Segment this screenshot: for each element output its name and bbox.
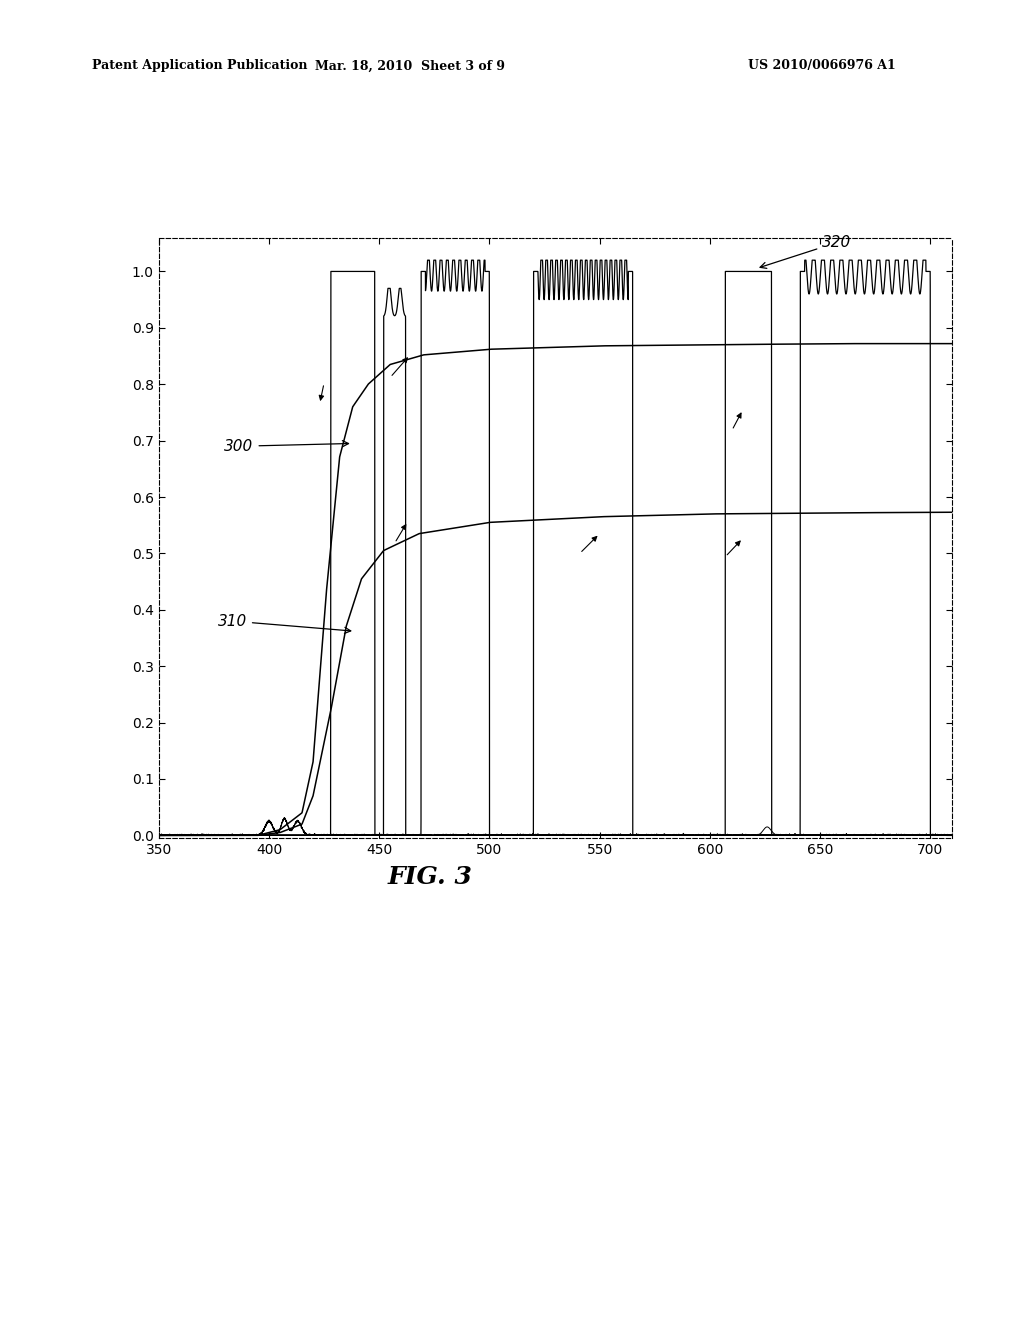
Text: 320: 320 bbox=[760, 235, 852, 268]
Text: Patent Application Publication: Patent Application Publication bbox=[92, 59, 307, 73]
Text: 300: 300 bbox=[224, 438, 348, 454]
Text: FIG. 3: FIG. 3 bbox=[388, 865, 472, 888]
Text: 310: 310 bbox=[218, 614, 351, 634]
Text: Mar. 18, 2010  Sheet 3 of 9: Mar. 18, 2010 Sheet 3 of 9 bbox=[314, 59, 505, 73]
Text: US 2010/0066976 A1: US 2010/0066976 A1 bbox=[748, 59, 895, 73]
